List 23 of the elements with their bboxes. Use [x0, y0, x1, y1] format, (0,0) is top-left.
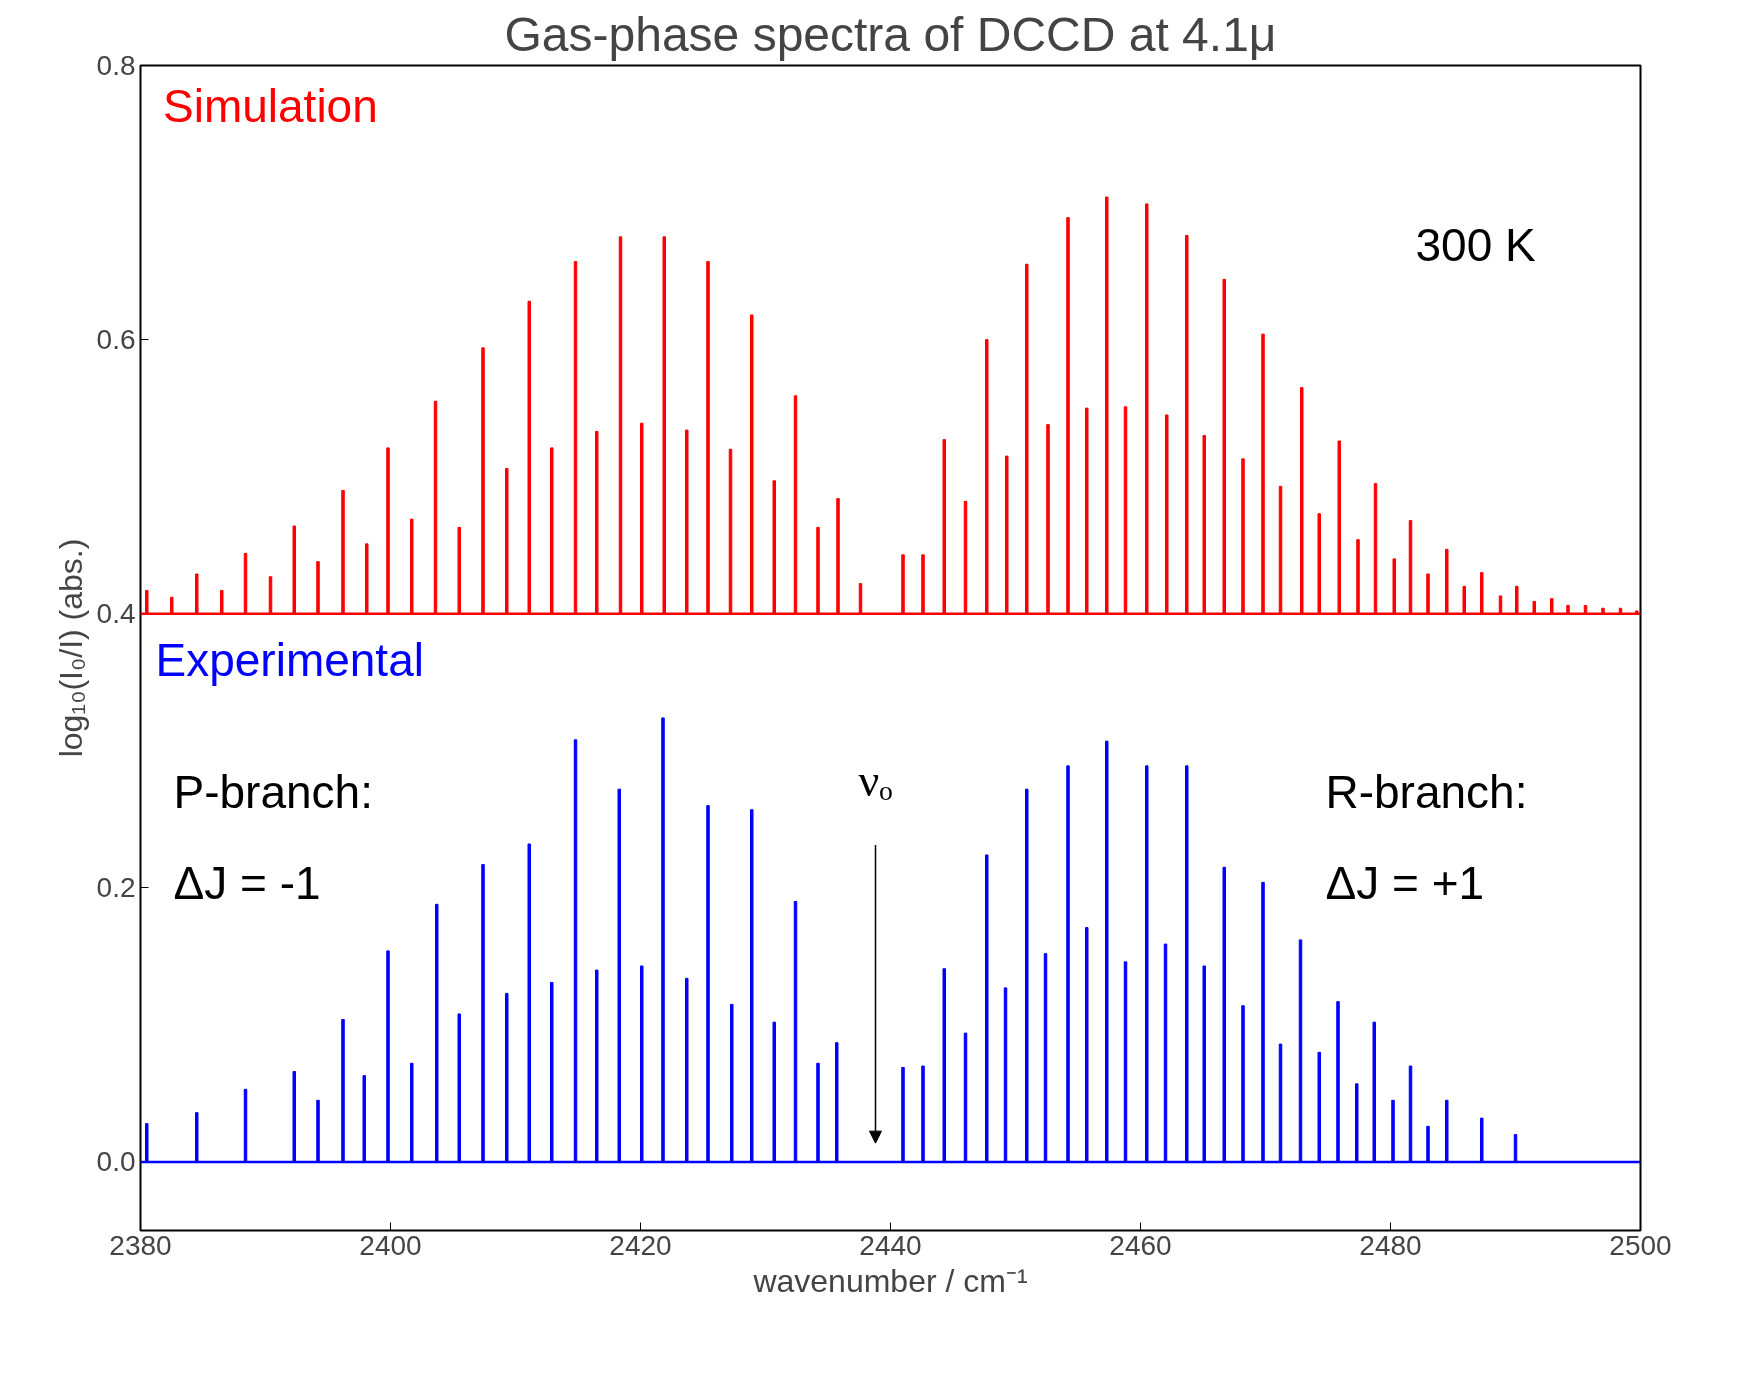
x-tick-label: 2440 — [859, 1229, 922, 1261]
y-tick-label: 0.6 — [96, 324, 136, 356]
annotation: ΔJ = -1 — [173, 857, 321, 910]
y-tick-label: 0.8 — [96, 50, 136, 81]
annotation: P-branch: — [173, 766, 373, 819]
annotation: νₒ — [858, 755, 893, 807]
x-tick-label: 2400 — [359, 1229, 422, 1261]
chart-title: Gas-phase spectra of DCCD at 4.1μ — [504, 7, 1277, 61]
text: Simulation — [163, 80, 378, 133]
annotation: ΔJ = +1 — [1325, 857, 1485, 910]
y-axis-title: log₁₀(I₀/I) (abs.) — [52, 538, 89, 758]
y-tick-label: 0.4 — [96, 598, 136, 630]
x-axis-title: wavenumber / cm⁻¹ — [752, 1262, 1028, 1299]
x-tick-label: 2500 — [1609, 1229, 1672, 1261]
x-tick-label: 2380 — [109, 1229, 172, 1261]
x-tick-label: 2460 — [1109, 1229, 1172, 1261]
x-tick-label: 2480 — [1359, 1229, 1422, 1261]
y-tick-label: 0.0 — [96, 1146, 136, 1178]
text: Experimental — [155, 633, 424, 686]
annotation: 300 K — [1415, 218, 1537, 271]
y-tick-label: 0.2 — [96, 872, 136, 904]
annotation: R-branch: — [1325, 766, 1528, 819]
x-tick-label: 2420 — [609, 1229, 672, 1261]
